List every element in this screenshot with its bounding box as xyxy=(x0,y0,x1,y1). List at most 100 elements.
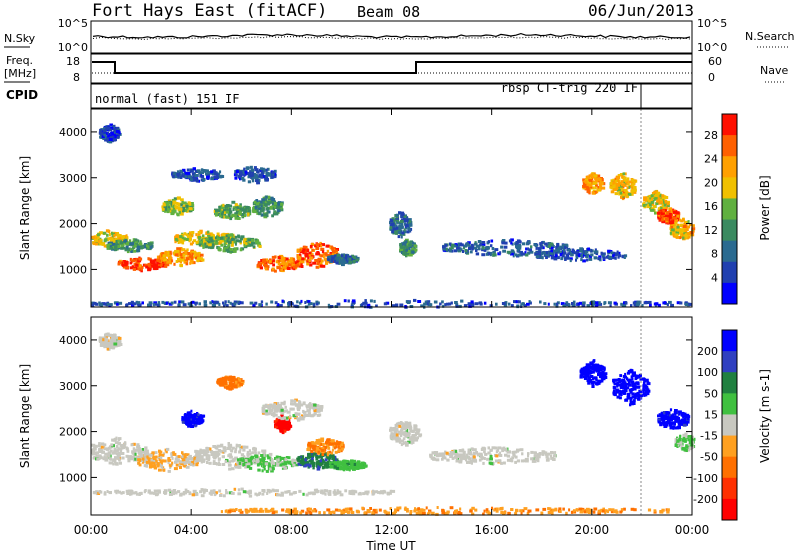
range-cell xyxy=(192,417,196,420)
range-cell xyxy=(218,214,223,218)
range-cell xyxy=(221,463,226,466)
range-cell xyxy=(594,248,597,252)
range-cell xyxy=(481,241,486,244)
range-cell xyxy=(562,249,565,252)
range-cell xyxy=(103,455,106,459)
range-cell xyxy=(292,259,296,263)
range-cell xyxy=(181,206,186,210)
range-cell xyxy=(128,302,132,306)
range-cell xyxy=(166,208,170,212)
range-cell xyxy=(235,239,239,243)
range-cell xyxy=(353,255,356,259)
range-cell xyxy=(275,455,279,459)
range-cell xyxy=(328,450,332,454)
range-cell xyxy=(254,205,258,209)
range-cell xyxy=(403,219,406,223)
range-cell xyxy=(164,209,167,213)
range-cell xyxy=(670,220,675,224)
nsky-series xyxy=(92,32,691,39)
range-cell xyxy=(669,209,673,213)
range-cell xyxy=(488,251,493,255)
range-cell xyxy=(119,447,123,451)
range-cell xyxy=(404,218,409,222)
range-cell xyxy=(229,236,232,240)
range-cell xyxy=(159,259,162,263)
range-cell xyxy=(307,452,312,456)
range-cell xyxy=(161,252,164,256)
range-cell xyxy=(140,246,143,250)
range-cell xyxy=(272,259,275,263)
range-cell xyxy=(298,253,302,257)
range-cell xyxy=(222,446,226,450)
range-cell xyxy=(241,459,245,463)
range-cell xyxy=(224,460,227,464)
range-cell xyxy=(406,242,410,246)
range-cell xyxy=(649,206,653,210)
range-cell xyxy=(203,238,206,242)
range-cell xyxy=(320,261,323,265)
range-cell xyxy=(310,442,314,445)
range-cell xyxy=(315,449,320,453)
range-cell xyxy=(131,265,135,269)
range-cell xyxy=(246,465,251,469)
range-cell xyxy=(477,247,481,251)
range-cell xyxy=(310,302,313,306)
range-cell xyxy=(196,418,200,422)
range-cell xyxy=(195,461,199,464)
range-cell xyxy=(168,258,172,262)
range-cell xyxy=(403,228,406,232)
range-cell xyxy=(259,266,263,270)
range-cell xyxy=(270,172,273,176)
range-cell xyxy=(401,247,406,251)
range-cell xyxy=(143,453,147,457)
range-cell xyxy=(550,246,554,250)
range-cell xyxy=(682,236,685,240)
range-cell xyxy=(277,458,280,462)
range-cell xyxy=(115,452,118,456)
range-cell xyxy=(614,177,617,181)
range-cell xyxy=(467,243,471,247)
range-cell xyxy=(194,459,198,463)
range-cell xyxy=(556,301,560,305)
freq-tick-top: 18 xyxy=(66,55,80,68)
range-cell xyxy=(517,300,521,304)
range-cell xyxy=(306,249,309,253)
range-cell xyxy=(286,410,291,414)
range-cell xyxy=(585,258,589,262)
range-cell xyxy=(278,420,282,424)
range-cell xyxy=(245,205,249,209)
range-cell xyxy=(235,210,239,214)
range-cell xyxy=(390,220,393,224)
range-cell xyxy=(169,464,172,468)
range-cell xyxy=(318,253,322,257)
range-cell xyxy=(544,242,548,246)
range-cell xyxy=(262,168,266,172)
range-cell xyxy=(646,205,650,209)
range-cell xyxy=(296,300,299,304)
range-cell xyxy=(271,466,274,470)
range-cell xyxy=(304,253,307,257)
range-cell xyxy=(455,303,459,307)
range-cell xyxy=(522,242,526,246)
range-cell xyxy=(641,304,644,307)
range-cell xyxy=(204,449,208,453)
range-cell xyxy=(598,255,602,259)
range-cell xyxy=(231,200,236,204)
range-cell xyxy=(326,455,331,459)
range-cell xyxy=(299,249,302,252)
range-cell xyxy=(187,302,191,306)
range-cell xyxy=(282,465,286,469)
range-cell xyxy=(404,240,407,244)
range-cell xyxy=(280,202,284,206)
range-cell xyxy=(152,461,156,465)
range-cell xyxy=(186,411,191,415)
range-cell xyxy=(233,240,236,244)
range-cell xyxy=(590,253,594,257)
range-cell xyxy=(282,260,285,264)
range-cell xyxy=(334,450,338,454)
range-cell xyxy=(333,254,337,258)
range-cell xyxy=(229,301,232,305)
range-cell xyxy=(670,303,674,307)
range-cell xyxy=(285,427,290,431)
range-cell xyxy=(172,204,176,208)
